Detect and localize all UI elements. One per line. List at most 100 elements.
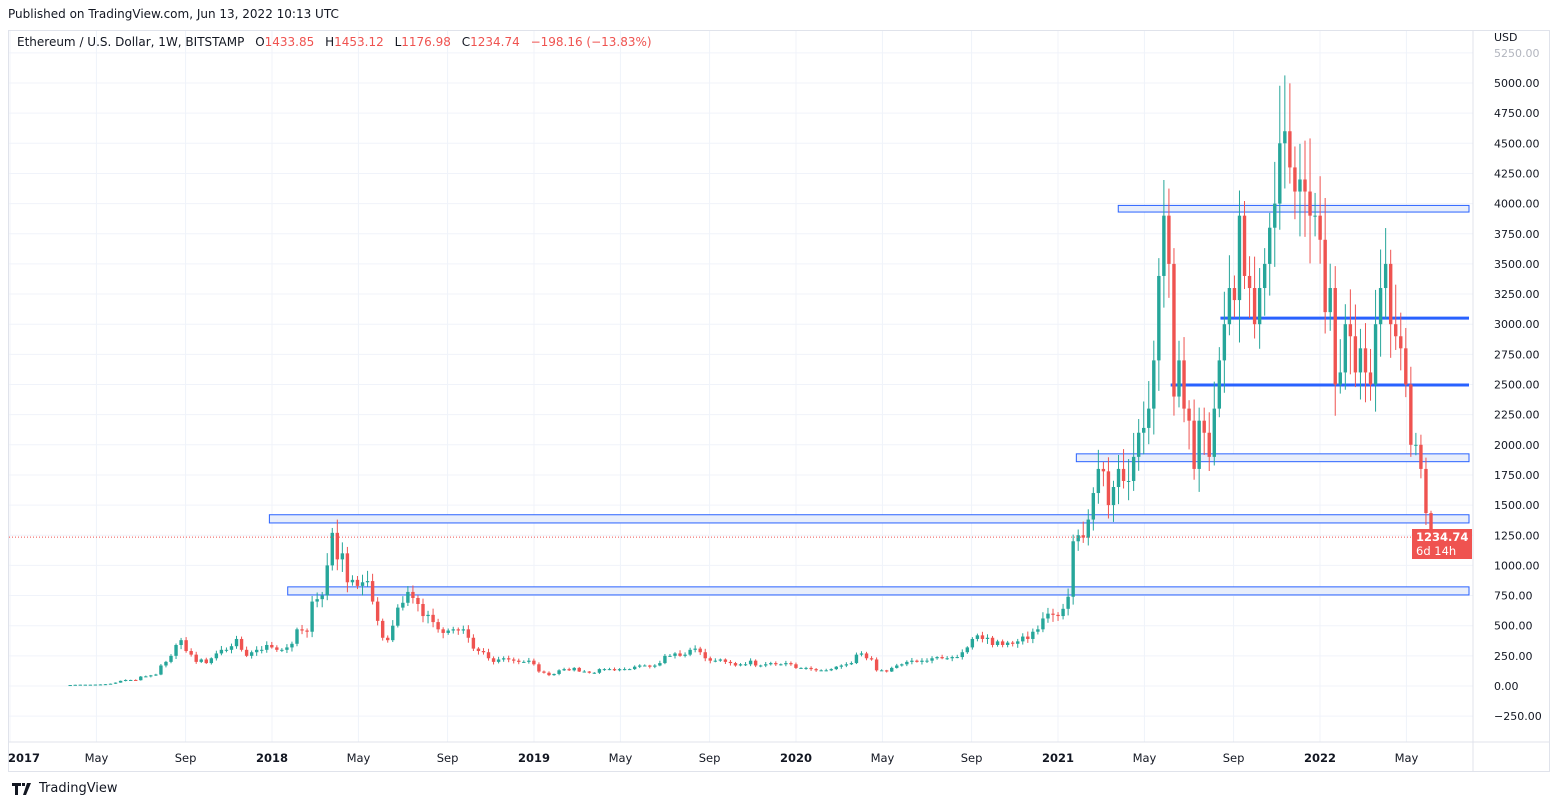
candle-body: [562, 669, 566, 671]
candle-body: [970, 638, 975, 648]
candle-body: [1424, 468, 1428, 514]
candle-body: [164, 661, 168, 666]
candle-body: [733, 663, 738, 666]
candle-body: [597, 669, 602, 673]
candle-body: [179, 640, 183, 645]
y-tick-label: 4250.00: [1494, 167, 1540, 180]
y-tick-label: 2750.00: [1494, 348, 1540, 361]
candle-body: [622, 669, 627, 671]
candle-body: [194, 654, 198, 662]
candle-body: [1217, 360, 1222, 409]
candle-body: [658, 663, 662, 666]
candle-body: [1293, 167, 1297, 192]
candle-body: [325, 565, 329, 596]
y-tick-label: 4750.00: [1494, 107, 1540, 120]
candle-body: [249, 652, 254, 656]
x-tick-label: Sep: [961, 751, 983, 765]
y-tick-label: 5000.00: [1494, 77, 1540, 90]
candle-body: [663, 655, 667, 664]
y-tick-label: 2500.00: [1494, 379, 1540, 392]
candle-body: [476, 648, 481, 652]
candle-body: [683, 654, 687, 656]
candle-body: [1152, 360, 1156, 409]
support-resistance-zone: [287, 586, 1470, 596]
candle-body: [688, 649, 692, 655]
candle-body: [421, 603, 425, 617]
plot-area: [68, 75, 1470, 687]
y-tick-label: 2250.00: [1494, 409, 1540, 422]
candle-body: [915, 660, 919, 662]
candle-body: [910, 660, 914, 662]
candle-body: [290, 643, 294, 648]
candle-body: [1036, 629, 1040, 632]
candle-body: [1419, 444, 1423, 469]
candle-body: [506, 658, 511, 660]
candle-body: [1202, 420, 1206, 433]
candle-body: [123, 679, 128, 681]
candle-body: [1368, 372, 1373, 385]
candle-body: [1313, 215, 1317, 217]
candle-body: [804, 667, 808, 669]
candle-body: [184, 640, 188, 652]
candle-body: [638, 665, 642, 667]
candle-body: [486, 652, 491, 659]
candle-body: [1252, 288, 1257, 325]
candle-body: [1323, 239, 1327, 313]
candle-body: [784, 663, 788, 665]
candle-body: [567, 669, 571, 671]
candle-body: [244, 649, 249, 656]
candle-body: [365, 581, 370, 583]
candle-body: [557, 670, 561, 674]
symbol-legend: Ethereum / U.S. Dollar, 1W, BITSTAMP O14…: [17, 35, 652, 49]
candle-body: [501, 658, 506, 660]
candle-body: [174, 644, 178, 656]
candle-body: [799, 667, 803, 669]
y-tick-label: 4000.00: [1494, 198, 1540, 211]
candle-body: [411, 591, 415, 598]
candle-body: [1247, 275, 1252, 289]
candle-body: [1066, 596, 1070, 609]
candle-body: [1091, 493, 1096, 520]
candle-body: [159, 665, 163, 675]
bar-countdown: 6d 14h: [1416, 544, 1457, 559]
x-tick-label: May: [871, 751, 895, 765]
candle-body: [214, 653, 219, 659]
candle-body: [1222, 324, 1227, 361]
candle-body: [1101, 468, 1106, 472]
candle-body: [88, 684, 93, 686]
open-value: 1433.85: [264, 35, 315, 49]
x-tick-label: May: [347, 751, 371, 765]
candle-body: [607, 669, 612, 671]
candle-body: [275, 647, 279, 650]
candle-body: [774, 663, 778, 665]
candle-body: [612, 669, 617, 671]
footer-brand[interactable]: TradingView: [12, 781, 118, 796]
candle-body: [461, 629, 466, 631]
candle-body: [1142, 427, 1146, 433]
candle-body: [1121, 468, 1126, 481]
published-caption: Published on TradingView.com, Jun 13, 20…: [8, 7, 339, 21]
candle-body: [380, 620, 385, 638]
candle-body: [229, 646, 234, 650]
candle-body: [905, 661, 909, 665]
candle-body: [1388, 263, 1393, 325]
candle-body: [648, 665, 652, 667]
candle-body: [1288, 131, 1292, 168]
x-tick-label: May: [1395, 751, 1419, 765]
high-value: 1453.12: [334, 35, 384, 49]
x-tick-label: May: [85, 751, 109, 765]
candle-body: [1162, 215, 1166, 276]
candle-body: [1273, 203, 1277, 228]
candle-body: [1353, 336, 1358, 373]
candle-body: [355, 579, 360, 586]
candle-body: [1303, 179, 1307, 192]
chart-frame: [8, 30, 1550, 772]
candle-body: [446, 630, 450, 633]
currency-label: USD: [1494, 31, 1518, 44]
candle-body: [824, 670, 828, 672]
candle-body: [139, 676, 143, 681]
support-resistance-zone: [268, 514, 1470, 524]
candle-body: [335, 532, 340, 560]
candle-body: [668, 655, 672, 657]
